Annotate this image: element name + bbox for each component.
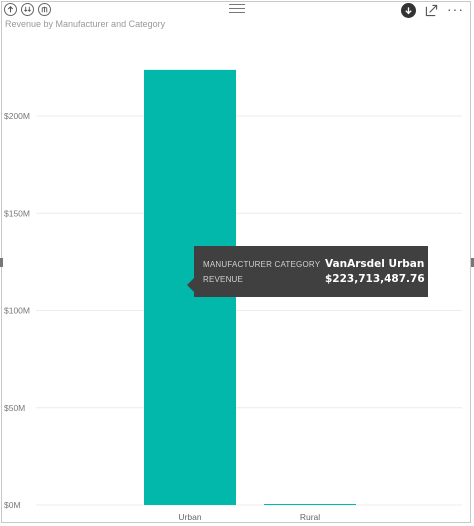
- x-tick-label: Rural: [300, 512, 320, 522]
- chart-title: Revenue by Manufacturer and Category: [5, 19, 166, 29]
- drill-down-all-icon[interactable]: [21, 3, 34, 16]
- data-tooltip: MANUFACTURER CATEGORY VanArsdel Urban RE…: [187, 246, 428, 297]
- more-options-icon[interactable]: ···: [447, 0, 464, 17]
- y-tick-label: $150M: [4, 208, 30, 218]
- tooltip-key: REVENUE: [203, 275, 244, 284]
- expand-hierarchy-icon[interactable]: [38, 3, 51, 16]
- tooltip-value: VanArsdel Urban: [325, 258, 425, 270]
- y-tick-label: $0M: [4, 500, 21, 510]
- visual-header-actions: ···: [401, 0, 464, 18]
- tooltip-row-revenue: REVENUE $223,713,487.76: [203, 273, 428, 288]
- drill-mode-icon[interactable]: [401, 3, 416, 18]
- y-tick-label: $100M: [4, 306, 30, 316]
- tooltip-value: $223,713,487.76: [325, 273, 425, 285]
- x-tick-label: Urban: [178, 512, 201, 522]
- drag-handle-icon[interactable]: [229, 4, 245, 16]
- drill-up-icon[interactable]: [4, 3, 17, 16]
- y-tick-label: $50M: [4, 403, 25, 413]
- resize-handle-left[interactable]: [0, 258, 3, 267]
- y-tick-label: $200M: [4, 111, 30, 121]
- drill-toolbar: [4, 3, 51, 16]
- resize-handle-right[interactable]: [471, 258, 474, 267]
- tooltip-row-category: MANUFACTURER CATEGORY VanArsdel Urban: [203, 258, 428, 273]
- focus-mode-icon[interactable]: [425, 4, 438, 17]
- bar[interactable]: [264, 504, 356, 505]
- tooltip-key: MANUFACTURER CATEGORY: [203, 260, 321, 269]
